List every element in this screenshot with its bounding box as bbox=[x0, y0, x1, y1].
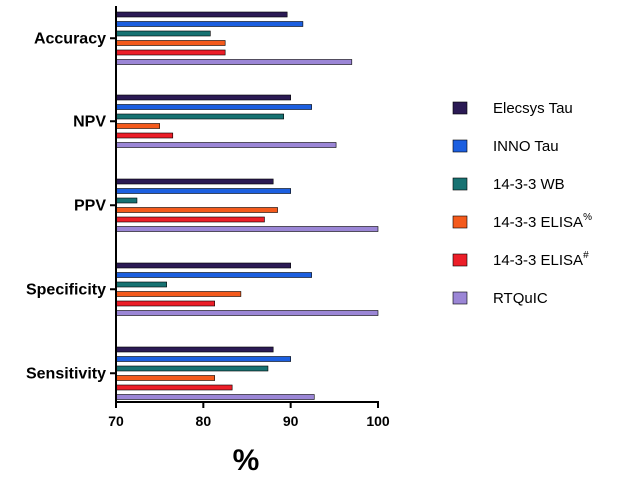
bar-sensitivity-series-0 bbox=[115, 346, 274, 353]
axes-group bbox=[115, 6, 379, 403]
bar-ppv-series-5 bbox=[115, 226, 379, 232]
x-tick-label: 70 bbox=[108, 413, 124, 429]
category-label-npv: NPV bbox=[73, 113, 106, 130]
bar-accuracy-series-1 bbox=[115, 21, 304, 27]
legend-label-superscript: % bbox=[583, 212, 592, 223]
bar-specificity-series-5 bbox=[115, 310, 379, 316]
bars-group bbox=[115, 11, 379, 400]
bar-sensitivity-series-1 bbox=[115, 356, 291, 362]
bar-sensitivity-series-4 bbox=[115, 384, 233, 391]
legend-label-text: INNO Tau bbox=[493, 138, 559, 155]
bar-npv-series-5 bbox=[115, 142, 337, 148]
legend-label-text: 14-3-3 ELISA bbox=[493, 252, 583, 269]
bar-accuracy-series-5 bbox=[115, 59, 353, 65]
bar-npv-series-4 bbox=[115, 132, 174, 139]
legend-swatch bbox=[452, 139, 468, 153]
bar-sensitivity-series-5 bbox=[115, 394, 315, 400]
legend-label: 14-3-3 ELISA% bbox=[493, 212, 592, 231]
bar-npv-series-3 bbox=[115, 123, 160, 129]
bar-specificity-series-4 bbox=[115, 300, 215, 307]
bar-accuracy-series-4 bbox=[115, 49, 226, 56]
legend-swatch bbox=[452, 177, 468, 191]
legend-swatch bbox=[452, 291, 468, 305]
legend-label: Elecsys Tau bbox=[493, 100, 573, 117]
bar-npv-series-1 bbox=[115, 104, 312, 110]
category-labels: Accuracy NPV PPV Specificity Sensitivity bbox=[26, 30, 116, 382]
category-label-sensitivity: Sensitivity bbox=[26, 365, 106, 382]
bar-sensitivity-series-3 bbox=[115, 375, 215, 381]
bar-ppv-series-1 bbox=[115, 188, 291, 194]
legend: Elecsys Tau INNO Tau 14-3-3 WB 14-3-3 ELISA… bbox=[452, 100, 592, 307]
bar-ppv-series-2 bbox=[115, 197, 138, 204]
bar-specificity-series-0 bbox=[115, 262, 291, 269]
legend-label: 14-3-3 WB bbox=[493, 176, 565, 193]
bar-ppv-series-3 bbox=[115, 207, 278, 213]
x-tick-label: 80 bbox=[196, 413, 212, 429]
legend-label-text: 14-3-3 WB bbox=[493, 176, 565, 193]
bar-sensitivity-series-2 bbox=[115, 365, 269, 372]
category-label-accuracy: Accuracy bbox=[34, 30, 106, 47]
bar-specificity-series-2 bbox=[115, 281, 167, 288]
bar-ppv-series-0 bbox=[115, 178, 274, 185]
legend-label: 14-3-3 ELISA# bbox=[493, 250, 589, 269]
bar-npv-series-0 bbox=[115, 94, 291, 101]
category-label-ppv: PPV bbox=[74, 197, 106, 214]
legend-label-text: RTQuIC bbox=[493, 290, 548, 307]
x-axis-title: % bbox=[233, 444, 260, 477]
bar-accuracy-series-3 bbox=[115, 40, 226, 46]
legend-label: INNO Tau bbox=[493, 138, 559, 155]
bar-accuracy-series-0 bbox=[115, 11, 288, 18]
bar-specificity-series-1 bbox=[115, 272, 312, 278]
bar-specificity-series-3 bbox=[115, 291, 242, 297]
legend-label-superscript: # bbox=[583, 250, 589, 261]
category-label-specificity: Specificity bbox=[26, 281, 106, 298]
x-tick-label: 100 bbox=[366, 413, 390, 429]
bar-accuracy-series-2 bbox=[115, 30, 211, 37]
bar-ppv-series-4 bbox=[115, 216, 265, 223]
legend-swatch bbox=[452, 101, 468, 115]
legend-swatch bbox=[452, 215, 468, 229]
legend-swatch bbox=[452, 253, 468, 267]
legend-label-text: Elecsys Tau bbox=[493, 100, 573, 117]
legend-label-text: 14-3-3 ELISA bbox=[493, 214, 583, 231]
ticks-group: 70 80 90 100 bbox=[108, 402, 390, 429]
x-tick-label: 90 bbox=[283, 413, 299, 429]
bar-npv-series-2 bbox=[115, 113, 284, 120]
legend-label: RTQuIC bbox=[493, 290, 548, 307]
